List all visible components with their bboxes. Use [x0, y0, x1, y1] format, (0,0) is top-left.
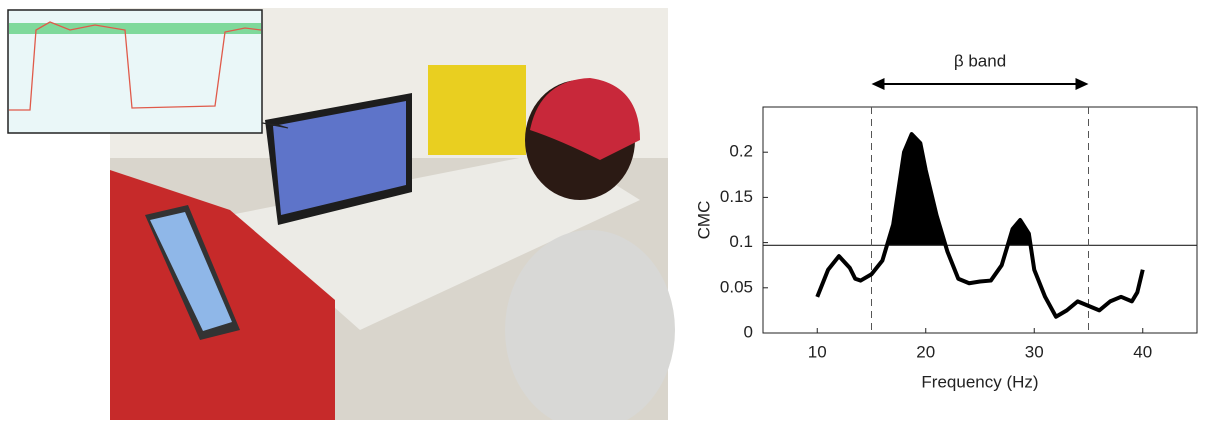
inset-signal — [9, 21, 262, 111]
y-tick-label: 0.15 — [720, 187, 753, 206]
y-tick-label: 0.05 — [720, 277, 753, 296]
y-tick-label: 0 — [744, 322, 753, 341]
person-shirt — [505, 230, 675, 425]
x-tick-label: 30 — [1025, 342, 1044, 361]
eeg-cap — [530, 78, 640, 160]
inset-pointer — [261, 122, 289, 129]
inset-target-band — [9, 23, 261, 34]
tablet-screen — [150, 212, 232, 331]
monitor-screen — [273, 101, 406, 215]
arrow-head-right — [1075, 78, 1089, 90]
axes-frame — [762, 106, 1198, 334]
band-label: β band — [954, 51, 1006, 70]
arrow-head-left — [871, 78, 885, 90]
x-tick-label: 40 — [1133, 342, 1152, 361]
x-axis-label: Frequency (Hz) — [921, 372, 1038, 391]
y-axis-label: CMC — [694, 201, 713, 240]
above-threshold-area — [817, 134, 1143, 246]
yellow-bin — [428, 65, 526, 155]
x-tick-label: 10 — [808, 342, 827, 361]
cmc-line — [815, 132, 1145, 319]
photo — [7, 8, 675, 425]
y-tick-label: 0.2 — [729, 142, 753, 161]
y-tick-label: 0.1 — [729, 232, 753, 251]
x-tick-label: 20 — [916, 342, 935, 361]
